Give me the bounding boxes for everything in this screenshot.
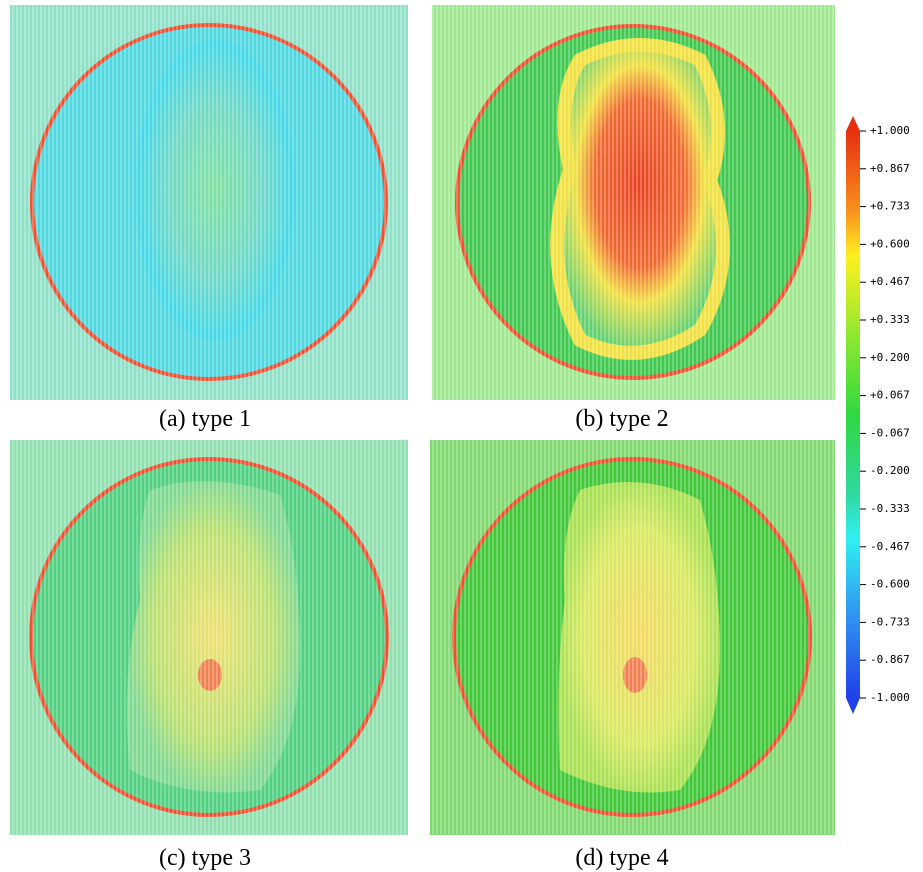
colorbar-label: +0.333 [870,313,910,326]
colorbar-label: -1.000 [870,691,910,704]
caption: (c) type 3 [159,845,251,871]
panel-a [10,5,408,400]
colorbar [846,116,860,714]
colorbar-label: -0.867 [870,653,910,666]
panel-c [10,440,408,835]
colorbar-label: +0.600 [870,237,910,250]
colorbar-label: +0.867 [870,162,910,175]
colorbar-label: -0.067 [870,426,910,439]
panel-b [432,5,835,400]
figure: (a) type 1 (b) type 2 (c) type 3 (d) typ… [0,0,923,872]
colorbar-label: +1.000 [870,124,910,137]
colorbar-label: -0.600 [870,578,910,591]
colorbar-label: -0.733 [870,615,910,628]
colorbar-label: +0.067 [870,389,910,402]
colorbar-label: +0.200 [870,351,910,364]
panel-d [430,440,835,835]
colorbar-label: -0.333 [870,502,910,515]
caption: (d) type 4 [575,845,668,871]
caption: (b) type 2 [575,406,668,432]
colorbar-label: -0.200 [870,464,910,477]
colorbar-label: +0.467 [870,275,910,288]
caption: (a) type 1 [159,406,251,432]
colorbar-label: +0.733 [870,200,910,213]
colorbar-label: -0.467 [870,540,910,553]
